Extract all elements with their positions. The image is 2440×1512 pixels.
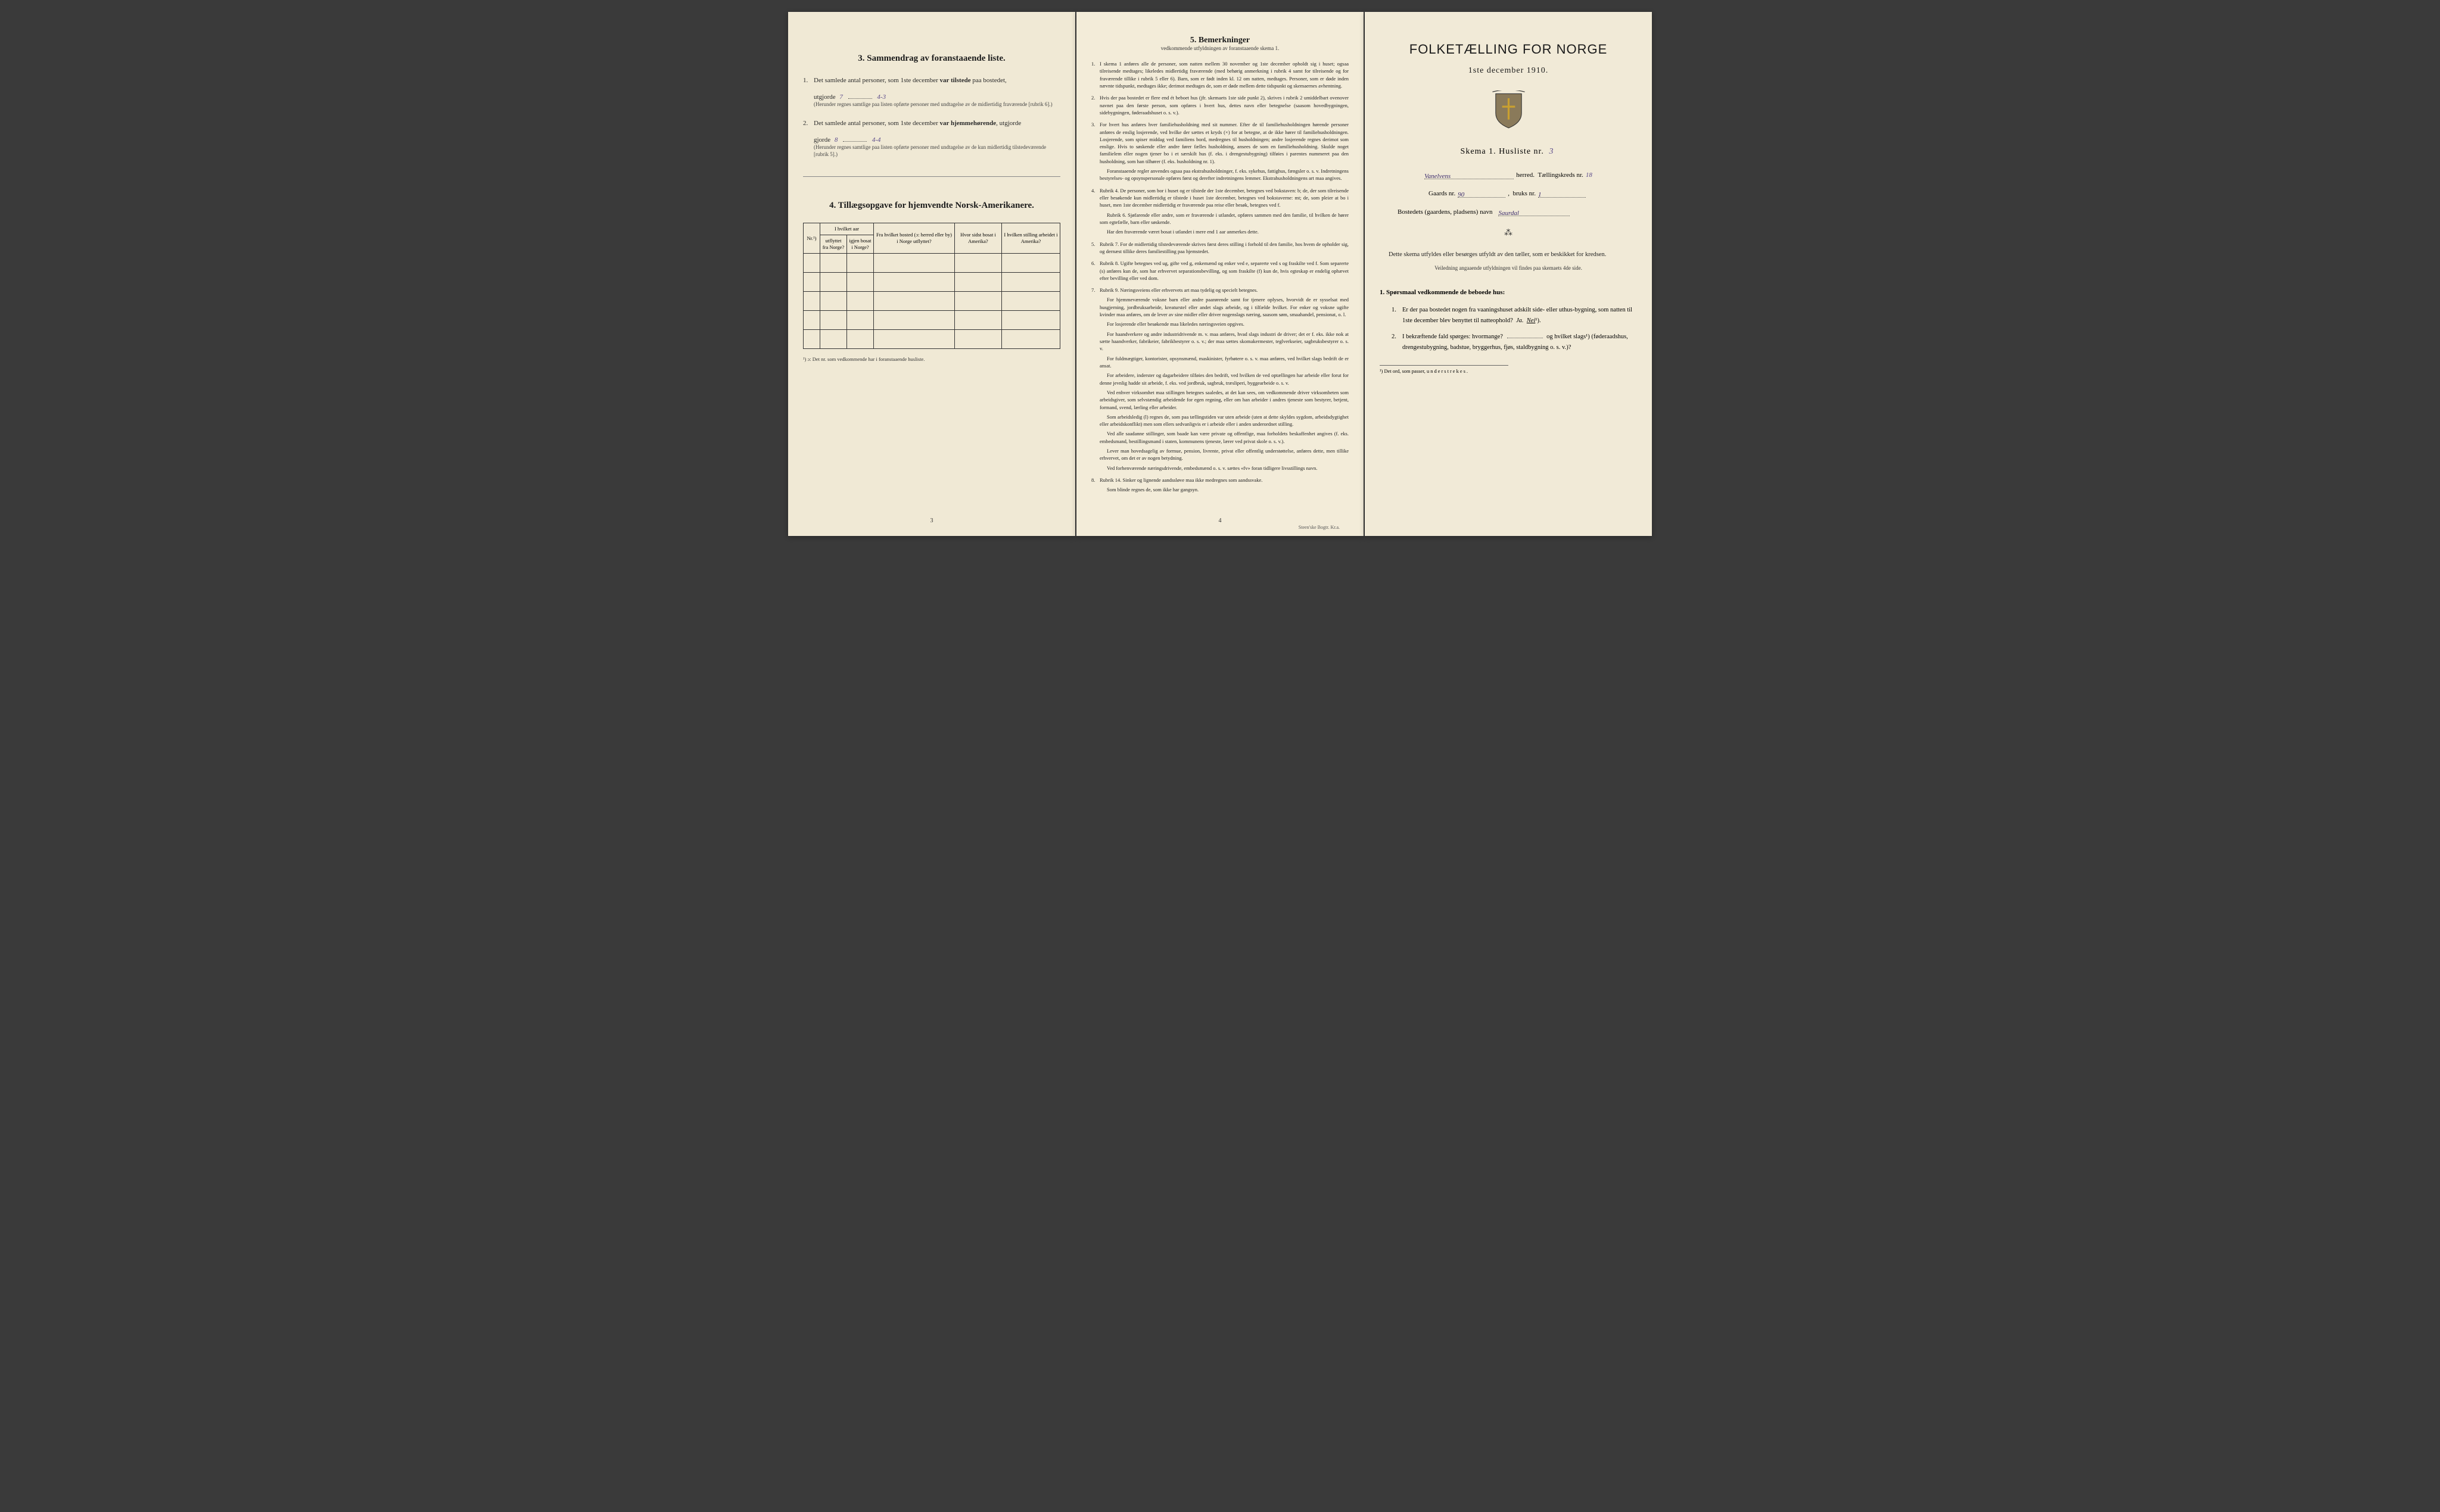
remark-item: 2.Hvis der paa bostedet er flere end ét … [1091, 94, 1349, 116]
item-1-text: Det samlede antal personer, som 1ste dec… [814, 76, 1060, 86]
bruks-nr: 1 [1538, 191, 1542, 198]
page-1-cover: FOLKETÆLLING FOR NORGE 1ste december 191… [1365, 12, 1652, 536]
table-row [804, 330, 1060, 349]
coat-of-arms-icon [1380, 91, 1637, 132]
table-row [804, 254, 1060, 273]
th-amerika: Hvor sidst bosat i Amerika? [954, 223, 1001, 253]
printer-note: Steen'ske Bogtr. Kr.a. [1299, 525, 1340, 530]
page-3: 3. Sammendrag av foranstaaende liste. 1.… [788, 12, 1075, 536]
divider [803, 176, 1060, 177]
table-row [804, 292, 1060, 311]
section-5-title: 5. Bemerkninger [1091, 36, 1349, 45]
q-section-title: 1. Spørsmaal vedkommende de beboede hus: [1380, 289, 1637, 296]
herred-field: Vanelvens herred. Tællingskreds nr. 18 [1380, 172, 1637, 179]
table-row [804, 273, 1060, 292]
th-nr: Nr.¹) [804, 223, 820, 253]
remark-item: 4.Rubrik 4. De personer, som bor i huset… [1091, 187, 1349, 236]
th-aar: I hvilket aar [820, 223, 874, 235]
bosted-value: Saurdal [1498, 210, 1518, 217]
section-3-title: 3. Sammendrag av foranstaaende liste. [803, 54, 1060, 64]
section-4-title: 4. Tillægsopgave for hjemvendte Norsk-Am… [803, 201, 1060, 211]
main-title: FOLKETÆLLING FOR NORGE [1380, 42, 1637, 57]
answer-nei: Nei [1527, 317, 1536, 324]
hjemme-value: 8 [835, 136, 838, 144]
remark-item: 1.I skema 1 anføres alle de personer, so… [1091, 60, 1349, 89]
hjemme-value2: 4-4 [872, 136, 881, 144]
th-bosted: Fra hvilket bosted (ɔ: herred eller by) … [874, 223, 955, 253]
th-utflyttet: utflyttet fra Norge? [820, 235, 847, 254]
item-2-text: Det samlede antal personer, som 1ste dec… [814, 119, 1060, 129]
skema-line: Skema 1. Husliste nr. 3 [1380, 147, 1637, 157]
remarks-list: 1.I skema 1 anføres alle de personer, so… [1091, 60, 1349, 494]
question-2: 2. I bekræftende fald spørges: hvormange… [1392, 332, 1637, 353]
gaards-nr: 90 [1458, 191, 1464, 198]
census-date: 1ste december 1910. [1380, 66, 1637, 76]
item-1-note: (Herunder regnes samtlige paa listen opf… [814, 101, 1060, 108]
item-1: 1. Det samlede antal personer, som 1ste … [803, 76, 1060, 86]
gaards-field: Gaards nr. 90, bruks nr. 1 [1380, 190, 1637, 198]
ornament-icon: ⁂ [1380, 228, 1637, 238]
document-trifold: 3. Sammendrag av foranstaaende liste. 1.… [788, 12, 1652, 536]
page-4: 5. Bemerkninger vedkommende utfyldningen… [1076, 12, 1364, 536]
remark-item: 7.Rubrik 9. Næringsveiens eller erhverve… [1091, 286, 1349, 472]
tilstede-value2: 4-3 [877, 93, 886, 101]
section-5-subtitle: vedkommende utfyldningen av foranstaaend… [1091, 45, 1349, 51]
right-footnote: ¹) Det ord, som passer, understrekes. [1380, 365, 1508, 374]
bosted-field: Bostedets (gaardens, pladsens) navn Saur… [1398, 208, 1637, 216]
remark-item: 8.Rubrik 14. Sinker og lignende aandsslø… [1091, 476, 1349, 494]
emigrant-table: Nr.¹) I hvilket aar Fra hvilket bosted (… [803, 223, 1060, 349]
item-2-note: (Herunder regnes samtlige paa listen opf… [814, 144, 1060, 158]
remark-item: 6.Rubrik 8. Ugifte betegnes ved ug, gift… [1091, 260, 1349, 282]
item-2-num: 2. [803, 119, 814, 129]
remark-item: 3.For hvert hus anføres hver familiehush… [1091, 121, 1349, 182]
th-bosat: igjen bosat i Norge? [847, 235, 874, 254]
page-number-3: 3 [930, 517, 933, 524]
item-2: 2. Det samlede antal personer, som 1ste … [803, 119, 1060, 129]
instruction-text: Dette skema utfyldes eller besørges utfy… [1380, 250, 1637, 260]
item-1-num: 1. [803, 76, 814, 86]
instruction-sub: Veiledning angaaende utfyldningen vil fi… [1380, 265, 1637, 271]
taellingskreds-nr: 18 [1586, 172, 1592, 179]
remark-item: 5.Rubrik 7. For de midlertidig tilstedev… [1091, 241, 1349, 255]
table-row [804, 311, 1060, 330]
herred-value: Vanelvens [1424, 173, 1451, 180]
th-stilling: I hvilken stilling arbeidet i Amerika? [1001, 223, 1060, 253]
husliste-nr: 3 [1549, 147, 1554, 156]
question-1: 1. Er der paa bostedet nogen fra vaaning… [1392, 305, 1637, 326]
table-footnote: ¹) ɔ: Det nr. som vedkommende har i fora… [803, 356, 1060, 362]
page-number-4: 4 [1219, 517, 1222, 524]
tilstede-value: 7 [839, 93, 843, 101]
